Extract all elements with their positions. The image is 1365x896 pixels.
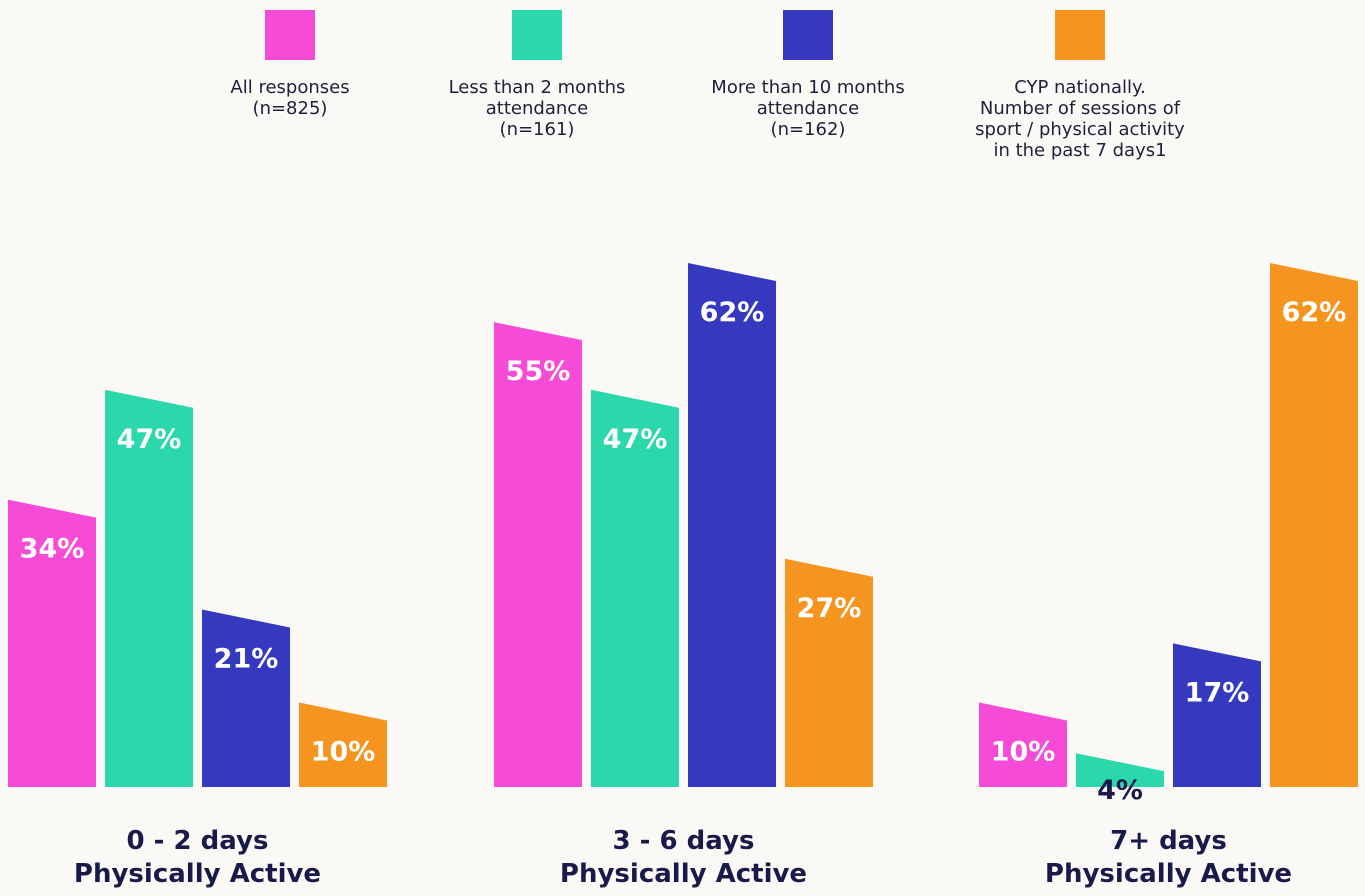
category-label: 7+ days Physically Active (1044, 826, 1293, 889)
legend-swatch (265, 10, 315, 60)
data-label: 10% (311, 736, 376, 767)
bar (591, 389, 679, 787)
legend-label: More than 10 months attendance (n=162) (711, 77, 905, 140)
bar (8, 499, 96, 787)
legend-swatch (1055, 10, 1105, 60)
bar (105, 389, 193, 787)
legend-item: Less than 2 months attendance (n=161) (417, 10, 657, 140)
bar (202, 609, 290, 787)
data-label: 21% (214, 644, 279, 675)
legend-swatch (783, 10, 833, 60)
bar (299, 702, 387, 787)
legend-swatch (512, 10, 562, 60)
data-label: 47% (117, 424, 182, 455)
data-label: 27% (797, 593, 862, 624)
category-label: 0 - 2 days Physically Active (73, 826, 322, 889)
data-label: 34% (20, 534, 85, 565)
bar (688, 263, 776, 787)
data-label: 47% (603, 424, 668, 455)
legend-label: CYP nationally. Number of sessions of sp… (975, 77, 1185, 161)
data-label: 62% (700, 297, 765, 328)
category-label: 3 - 6 days Physically Active (559, 826, 808, 889)
legend-item: More than 10 months attendance (n=162) (688, 10, 928, 140)
legend-label: Less than 2 months attendance (n=161) (448, 77, 626, 140)
legend-item: All responses (n=825) (170, 10, 410, 119)
bar (979, 702, 1067, 787)
data-label: 62% (1282, 297, 1347, 328)
data-label: 17% (1185, 677, 1250, 708)
legend-label: All responses (n=825) (230, 77, 350, 119)
bar (494, 322, 582, 787)
bar (1270, 263, 1358, 787)
data-label: 55% (506, 356, 571, 387)
data-label: 4% (1097, 775, 1143, 806)
bar (785, 558, 873, 787)
bar (1076, 753, 1164, 787)
legend-item: CYP nationally. Number of sessions of sp… (960, 10, 1200, 161)
data-label: 10% (991, 736, 1056, 767)
bar (1173, 643, 1261, 787)
